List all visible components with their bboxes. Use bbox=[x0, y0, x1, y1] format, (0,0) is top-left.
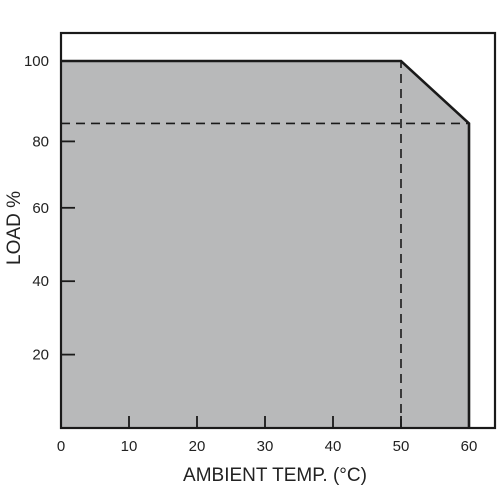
derating-area bbox=[61, 61, 469, 428]
y-tick-label-100: 100 bbox=[24, 53, 49, 70]
y-axis-title: LOAD % bbox=[4, 191, 25, 265]
x-axis-title: AMBIENT TEMP. (°C) bbox=[183, 465, 367, 486]
x-tick-label-60: 60 bbox=[461, 438, 478, 455]
x-tick-label-10: 10 bbox=[121, 438, 138, 455]
x-tick-label-50: 50 bbox=[393, 438, 410, 455]
x-tick-label-30: 30 bbox=[257, 438, 274, 455]
y-tick-label-80: 80 bbox=[32, 133, 49, 150]
x-tick-label-0: 0 bbox=[57, 438, 65, 455]
x-tick-label-20: 20 bbox=[189, 438, 206, 455]
x-tick-label-40: 40 bbox=[325, 438, 342, 455]
y-tick-label-60: 60 bbox=[32, 200, 49, 217]
y-tick-label-20: 20 bbox=[32, 347, 49, 364]
derating-curve-line bbox=[61, 59, 471, 428]
y-tick-label-40: 40 bbox=[32, 273, 49, 290]
plot-frame bbox=[59, 31, 497, 430]
